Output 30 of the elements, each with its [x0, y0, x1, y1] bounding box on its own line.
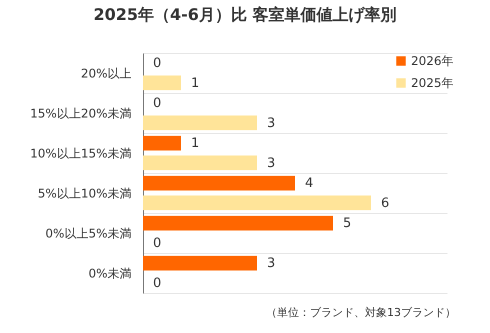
- chart-title: 2025年（4-6月）比 客室単価値上げ率別: [93, 5, 397, 24]
- y-tick-label: 0%以上5%未満: [45, 226, 132, 240]
- data-label: 4: [305, 176, 314, 192]
- bar: [143, 136, 181, 151]
- bar: [143, 216, 333, 231]
- bar: [143, 155, 257, 170]
- data-label: 0: [153, 96, 162, 112]
- y-tick-label: 0%未満: [88, 266, 132, 280]
- data-label: 1: [191, 76, 200, 91]
- data-label: 0: [153, 56, 162, 72]
- legend-label: 2025年: [411, 76, 454, 90]
- y-tick-label: 10%以上15%未満: [30, 146, 132, 160]
- bar: [143, 176, 295, 191]
- data-label: 1: [191, 136, 200, 152]
- bar: [143, 195, 371, 210]
- data-label: 5: [343, 216, 352, 232]
- data-label: 3: [267, 116, 276, 131]
- bar: [143, 115, 257, 130]
- legend-label: 2026年: [411, 54, 454, 68]
- data-label: 3: [267, 156, 276, 171]
- data-label: 3: [267, 256, 276, 272]
- y-tick-label: 5%以上10%未満: [38, 186, 132, 200]
- data-label: 0: [153, 236, 162, 251]
- y-tick-label: 15%以上20%未満: [30, 106, 132, 120]
- bar: [143, 75, 181, 90]
- data-label: 0: [153, 276, 162, 291]
- data-label: 6: [381, 196, 390, 211]
- y-tick-label: 20%以上: [80, 66, 132, 80]
- bar: [143, 256, 257, 271]
- text: （単位：ブランド、対象13ブランド）: [266, 306, 456, 319]
